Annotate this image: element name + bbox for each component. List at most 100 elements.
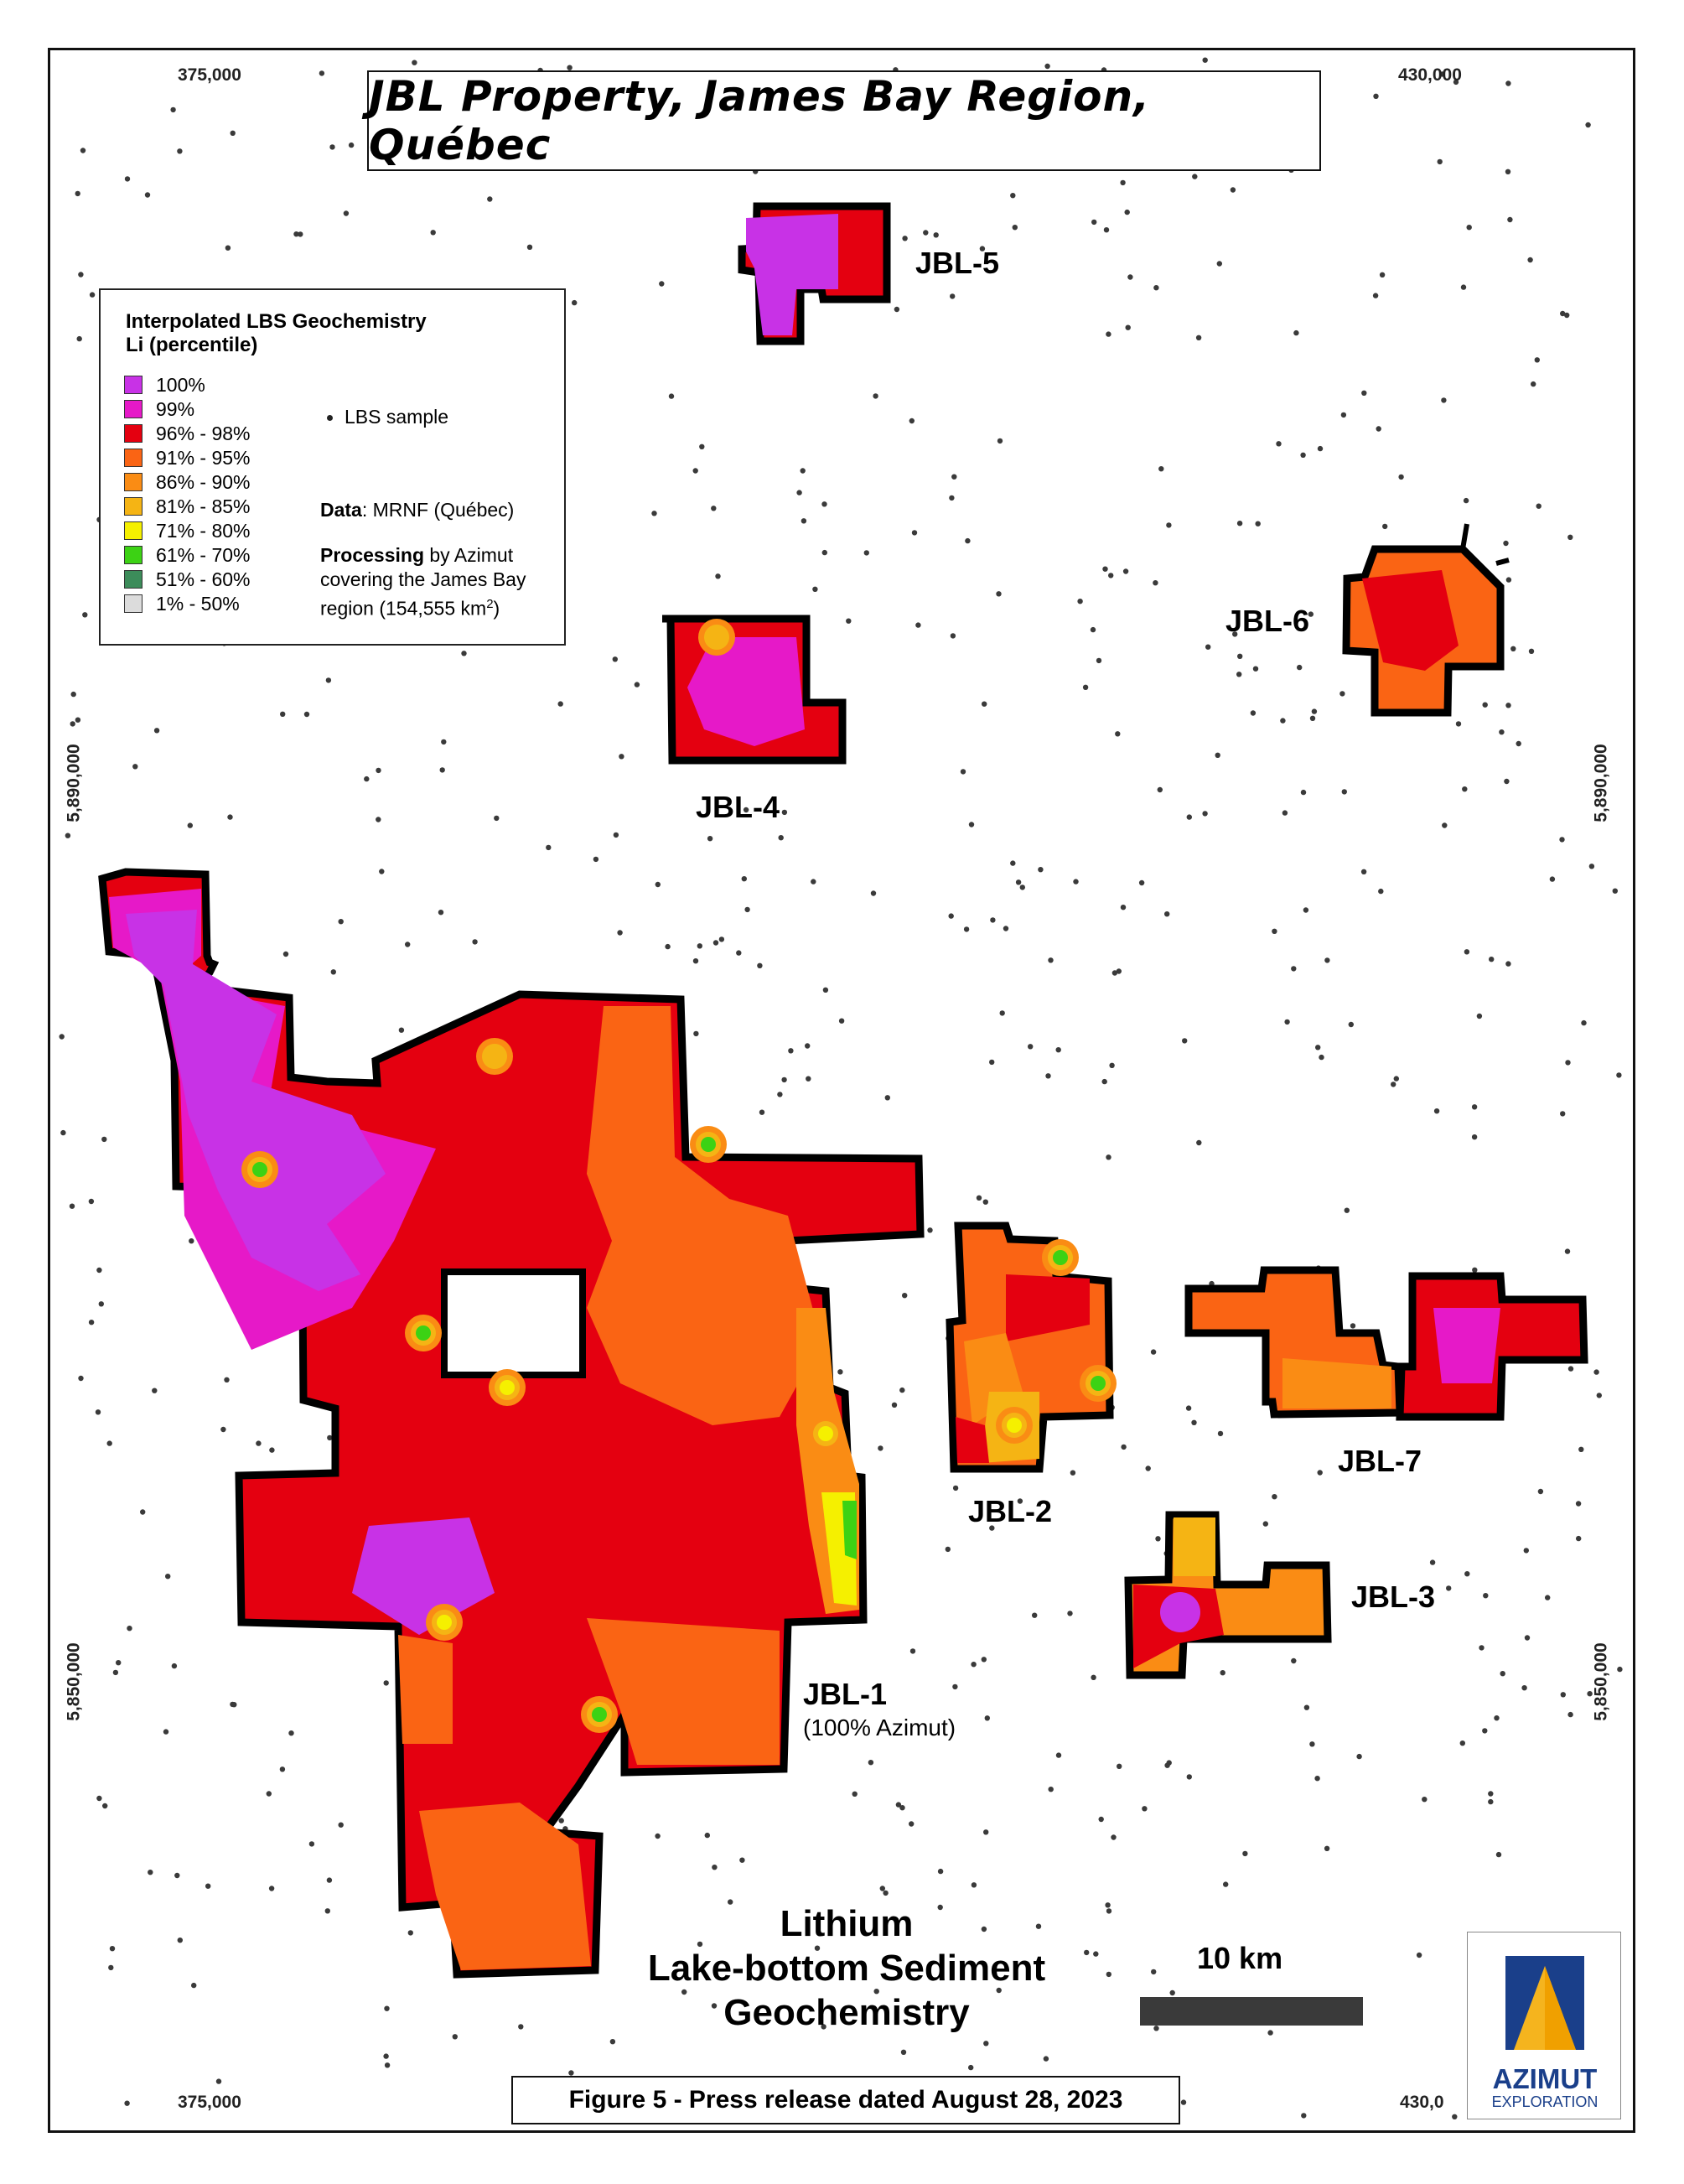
lbs-sample-dot [971,1662,977,1668]
lbs-sample-dot [1317,1470,1323,1476]
lbs-sample-dot [704,1832,710,1839]
lbs-sample-dot [88,1320,95,1325]
lbs-sample-dot [1503,540,1509,547]
lbs-sample-dot [1464,949,1470,955]
lbs-sample-dot [558,1818,564,1823]
lbs-sample-dot [982,701,987,707]
lbs-sample-dot [191,1982,197,1989]
lbs-sample-dot [711,506,717,511]
lbs-sample-dot [1510,646,1516,651]
lbs-sample-dot [1073,879,1079,884]
lbs-sample-dot [452,2034,458,2040]
lbs-sample-dot [1341,789,1348,795]
legend-swatch [124,424,142,443]
lbs-sample-dot [976,1195,982,1201]
lbs-sample-dot [327,1434,333,1441]
lbs-sample-dot [1150,1349,1157,1355]
lbs-sample-dot [1536,503,1542,509]
lbs-sample-dot [1284,1019,1290,1025]
lbs-sample-dot [1499,729,1505,735]
legend-processing-line1: by Azimut [424,544,514,566]
lbs-sample-dot [326,1877,333,1883]
lbs-sample-dot [1376,426,1381,432]
lbs-sample-dot [383,1680,389,1686]
lbs-sample-dot [230,1701,236,1708]
lbs-sample-dot [269,1447,275,1453]
lbs-sample-dot [1291,966,1297,972]
lbs-sample-dot [1311,708,1318,714]
lbs-sample-dot [990,917,996,923]
lbs-sample-dot [1055,1752,1062,1758]
lbs-sample-dot [96,1267,102,1274]
lbs-sample-dot [741,876,747,882]
lbs-sample-dot [1505,169,1511,174]
lbs-sample-dot [1505,961,1511,967]
lbs-sample-dot [1393,1076,1400,1082]
lbs-sample-dot [518,2024,524,2030]
logo-word-azimut: AZIMUT [1492,2063,1598,2094]
lbs-sample-dot [1482,702,1488,708]
lbs-sample-dot [1612,888,1619,894]
label-jbl-1-ownership: (100% Azimut) [803,1715,956,1740]
lbs-sample-dot [1429,1559,1436,1565]
lbs-sample-dot [651,511,657,516]
lbs-sample-dot [567,65,573,70]
lbs-sample-dot [1215,752,1220,758]
legend-data-label: Data [320,499,362,521]
lbs-sample-dot [1153,2026,1159,2031]
lbs-sample-dot [1301,2113,1307,2119]
lbs-sample-dot [1280,718,1286,724]
geochem-hotspot [487,1049,502,1064]
label-jbl-2: JBL-2 [968,1494,1053,1528]
legend-class-row: 1% - 50% [124,593,240,615]
lbs-sample-dot [1236,672,1242,677]
azimut-triangle-icon [1505,1956,1584,2050]
lbs-sample-dot [205,1883,211,1889]
lbs-sample-dot [821,2024,826,2030]
lbs-sample-dot [759,1109,765,1115]
legend-class-label: 1% - 50% [156,592,240,615]
label-jbl-7: JBL-7 [1338,1444,1422,1478]
jbl-5-polygon [738,202,891,345]
lbs-sample-dot [153,728,160,734]
lbs-sample-dot [1003,926,1009,931]
lbs-sample-dot [1560,1692,1567,1698]
lbs-sample-dot [1155,1536,1161,1542]
lbs-sample-dot [1291,1657,1297,1664]
lbs-sample-dot [329,144,335,150]
geochem-hotspot [252,1162,267,1177]
lbs-sample-dot [1186,814,1193,820]
lbs-sample-dot [1103,227,1110,233]
lbs-sample-dot [979,246,986,252]
lbs-sample-dot [1157,786,1163,793]
lbs-sample-dot [982,1199,989,1205]
lbs-sample-dot [894,306,900,313]
map-title-box: JBL Property, James Bay Region, Québec [367,70,1321,171]
lbs-sample-dot [1262,1521,1269,1527]
lbs-sample-dot [812,586,818,592]
lbs-sample-dot [1164,911,1170,917]
lbs-sample-dot [96,1795,102,1802]
lbs-sample-dot [1567,1366,1574,1372]
lbs-sample-dot [1236,521,1243,527]
lbs-sample-dot [101,1136,107,1143]
lbs-sample-dot [952,1485,959,1491]
lbs-sample-dot [1250,710,1257,716]
lbs-sample-dot [1105,1902,1111,1908]
lbs-sample-dot [996,591,1002,597]
lbs-sample-dot [1564,1248,1571,1254]
lbs-sample-dot [268,1886,275,1891]
lbs-sample-dot [739,1857,745,1863]
map-title: JBL Property, James Bay Region, Québec [369,72,1151,169]
lbs-sample-dot [937,1868,944,1875]
lbs-sample-dot [1223,1881,1229,1887]
lbs-sample-dot [1459,1740,1466,1746]
lbs-sample-dot [1015,879,1022,885]
lbs-sample-dot [1125,324,1131,330]
lbs-sample-dot [1082,684,1089,690]
legend-class-row: 91% - 95% [124,447,251,469]
lbs-sample-dot [177,1938,183,1943]
lbs-sample-dot [487,196,493,202]
lbs-sample-dot [1315,1045,1321,1050]
lbs-sample-dot [1010,193,1016,199]
